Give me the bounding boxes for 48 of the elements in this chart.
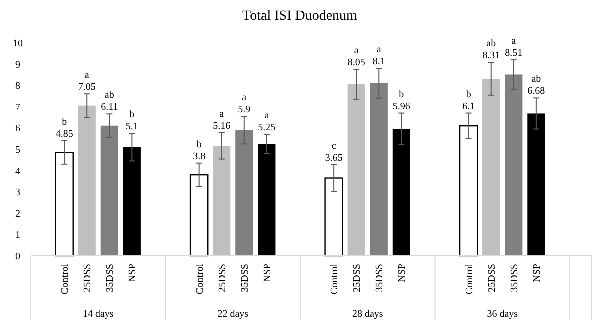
text: Control bbox=[464, 264, 476, 295]
text: 25DSS bbox=[217, 264, 228, 292]
text: 25DSS bbox=[486, 264, 498, 292]
text: NSP bbox=[397, 264, 408, 282]
data-label: a 8.1 bbox=[372, 44, 386, 68]
y-tick-label: 7 bbox=[16, 102, 20, 114]
text: Control bbox=[194, 264, 206, 295]
data-label: b 4.85 bbox=[56, 116, 74, 140]
y-tick-label: 8 bbox=[16, 81, 20, 92]
y-tick-label: 3 bbox=[16, 188, 20, 199]
text: 35DSS bbox=[374, 264, 386, 292]
y-tick-label: 9 bbox=[16, 60, 20, 71]
x-tick-label: 14 days bbox=[82, 309, 114, 320]
chart-title: Total ISI Duodenum bbox=[242, 9, 358, 24]
data-label: a 5.16 bbox=[213, 108, 231, 132]
data-label: a 5.25 bbox=[258, 110, 276, 134]
data-label: ab 6.68 bbox=[528, 74, 546, 98]
text: 35DSS bbox=[105, 264, 116, 292]
y-tick-label: 4 bbox=[16, 166, 20, 178]
x-tick-label: 28 days bbox=[352, 309, 384, 320]
text: Control bbox=[60, 264, 72, 295]
text: 25DSS bbox=[352, 264, 364, 292]
data-label: a 5.9 bbox=[238, 92, 251, 116]
y-tick-label: 0 bbox=[16, 252, 20, 262]
data-label: ab 8.31 bbox=[482, 38, 500, 62]
x-tick-label: 22 days bbox=[218, 309, 249, 320]
y-tick-label: 6 bbox=[16, 124, 20, 135]
data-label: c 3.65 bbox=[325, 140, 343, 164]
y-tick-label: 1 bbox=[16, 230, 20, 242]
data-label: b 5.1 bbox=[126, 110, 138, 133]
text: 35DSS bbox=[240, 264, 251, 292]
y-tick-label: 2 bbox=[16, 208, 20, 220]
data-label: a 8.05 bbox=[348, 46, 366, 69]
text: 25DSS bbox=[82, 264, 94, 292]
text: Control bbox=[330, 264, 341, 295]
y-tick-label: 10 bbox=[13, 38, 23, 50]
data-label: b 6.1 bbox=[462, 89, 476, 112]
data-label: a 7.05 bbox=[78, 70, 96, 94]
data-label: ab 6.11 bbox=[101, 90, 118, 114]
y-tick-label: 5 bbox=[16, 145, 20, 156]
text: NSP bbox=[262, 264, 274, 282]
data-label: b 3.8 bbox=[193, 139, 206, 162]
text: 35DSS bbox=[509, 264, 520, 292]
data-label: a 8.51 bbox=[505, 36, 523, 60]
text: NSP bbox=[128, 264, 139, 282]
data-label: b 5.96 bbox=[392, 89, 410, 112]
text: NSP bbox=[532, 264, 543, 282]
x-tick-label: 36 days bbox=[487, 309, 518, 320]
